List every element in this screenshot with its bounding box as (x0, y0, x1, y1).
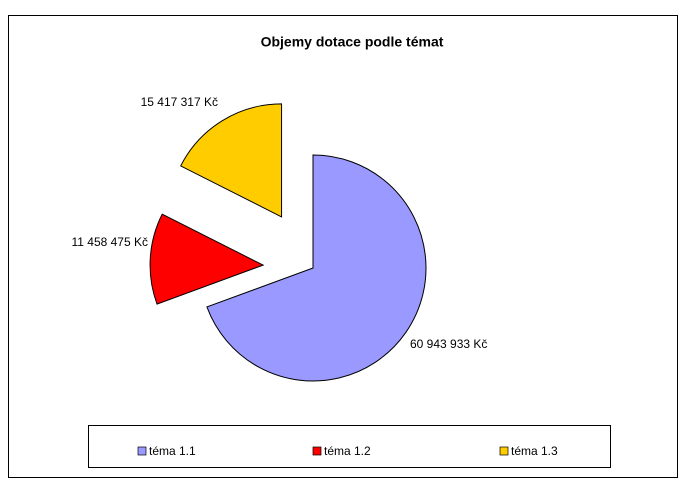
data-label: 15 417 317 Kč (141, 95, 218, 109)
data-label: 11 458 475 Kč (71, 235, 148, 249)
legend-label: téma 1.1 (149, 444, 196, 458)
legend-label: téma 1.3 (511, 444, 558, 458)
pie-slice (149, 213, 265, 305)
legend-swatch (137, 446, 147, 456)
legend-label: téma 1.2 (324, 444, 371, 458)
pie-slice (180, 103, 283, 218)
legend-swatch (499, 446, 509, 456)
legend (88, 425, 611, 468)
pie-slice (206, 154, 427, 382)
chart-title: Objemy dotace podle témat (261, 34, 444, 50)
legend-swatch (312, 446, 322, 456)
data-label: 60 943 933 Kč (410, 337, 487, 351)
